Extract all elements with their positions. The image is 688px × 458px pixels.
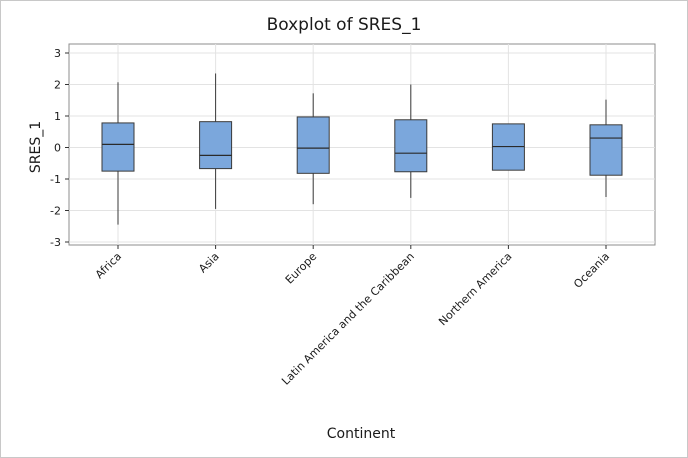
y-tick-label: 3 xyxy=(54,47,61,60)
x-category-label: Africa xyxy=(93,250,124,281)
x-category-label: Asia xyxy=(196,250,222,276)
y-tick-label: -3 xyxy=(50,236,61,249)
x-category-label: Europe xyxy=(283,250,320,287)
y-tick-label: -2 xyxy=(50,205,61,218)
x-category-label: Oceania xyxy=(571,250,612,291)
y-axis-title: SRES_1 xyxy=(28,121,44,173)
y-tick-label: -1 xyxy=(50,173,61,186)
box-latin-america-and-the-caribbean xyxy=(394,119,428,173)
chart-title: Boxplot of SRES_1 xyxy=(267,15,422,35)
box-asia xyxy=(199,121,233,170)
y-tick-label: 0 xyxy=(54,142,61,155)
box-oceania xyxy=(589,124,623,176)
x-category-label: Northern America xyxy=(436,250,514,328)
y-tick-label: 1 xyxy=(54,110,61,123)
box-africa xyxy=(101,122,135,172)
y-tick-label: 2 xyxy=(54,79,61,92)
plot-area xyxy=(68,43,656,246)
x-axis-title: Continent xyxy=(327,426,396,442)
box-europe xyxy=(296,116,330,174)
